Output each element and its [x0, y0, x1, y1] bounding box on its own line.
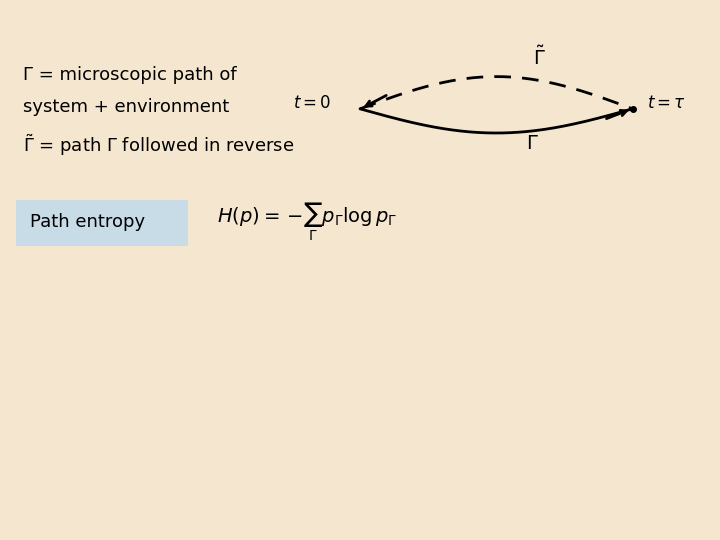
FancyBboxPatch shape [16, 200, 188, 246]
Text: Γ = microscopic path of: Γ = microscopic path of [23, 66, 237, 84]
Text: system + environment: system + environment [23, 98, 229, 116]
Text: $t = 0$: $t = 0$ [293, 94, 331, 112]
Text: $\tilde{\Gamma}$: $\tilde{\Gamma}$ [533, 46, 546, 69]
Text: $t = \tau$: $t = \tau$ [647, 94, 686, 112]
Text: Path entropy: Path entropy [30, 213, 145, 231]
Text: $H(p)= -\!\sum_{\Gamma} p_{\Gamma} \log p_{\Gamma}$: $H(p)= -\!\sum_{\Gamma} p_{\Gamma} \log … [217, 200, 397, 243]
Text: $\tilde{\Gamma}$ = path Γ followed in reverse: $\tilde{\Gamma}$ = path Γ followed in re… [23, 133, 294, 158]
Text: $\Gamma$: $\Gamma$ [526, 134, 539, 153]
